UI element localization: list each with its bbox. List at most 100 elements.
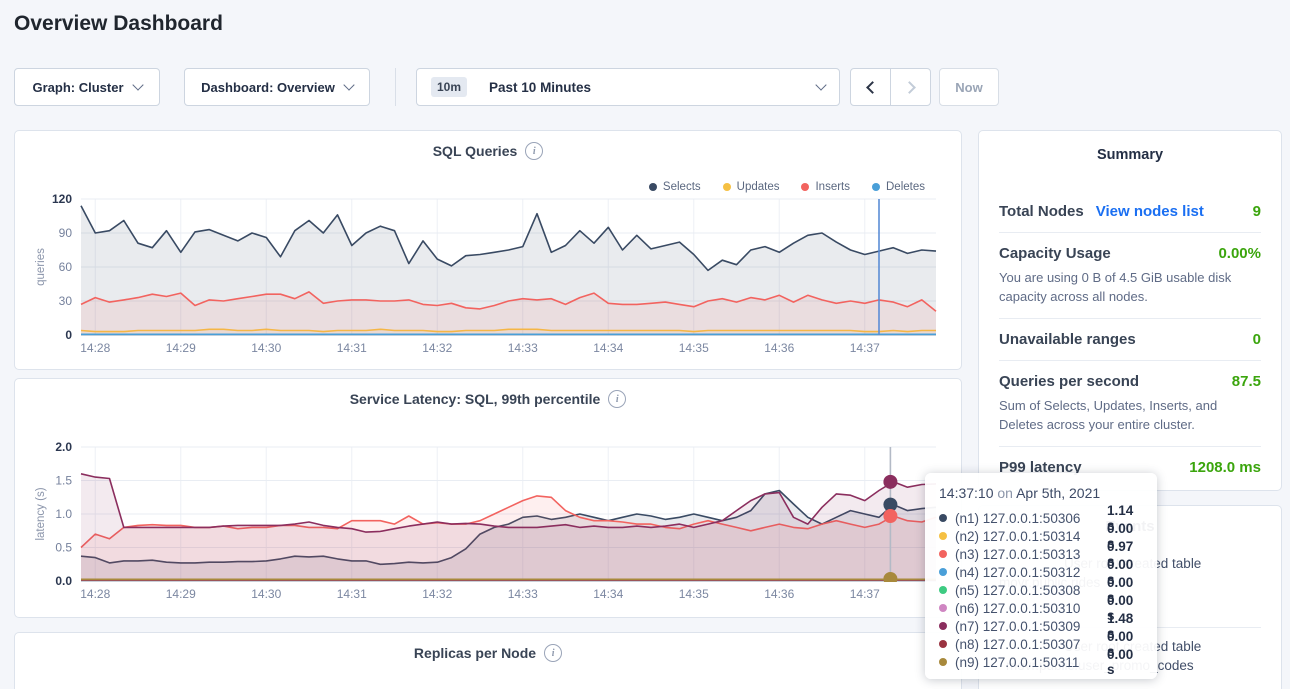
legend-item-updates[interactable]: Updates <box>722 181 780 193</box>
time-range-label: Past 10 Minutes <box>489 79 592 95</box>
service-latency-chart[interactable]: 14:28 14:29 14:30 14:31 14:32 14:33 14:34 14:35… <box>15 379 963 617</box>
tooltip-node-value: 1.14 s <box>1106 503 1134 533</box>
view-nodes-list-link[interactable]: View nodes list <box>1095 203 1204 220</box>
capacity-usage-label: Capacity Usage <box>999 245 1111 262</box>
latency-hover-tooltip: 14:37:10 on Apr 5th, 2021 (n1) 127.0.0.1… <box>925 473 1157 679</box>
graph-dropdown-label: Graph: Cluster <box>32 79 124 95</box>
legend-color-dot <box>648 183 657 191</box>
svg-text:90: 90 <box>59 226 73 240</box>
series-color-dot <box>939 658 947 666</box>
info-icon[interactable]: i <box>525 142 544 160</box>
tooltip-timestamp: 14:37:10 on Apr 5th, 2021 <box>939 485 1101 501</box>
svg-text:30: 30 <box>59 294 73 308</box>
tooltip-node-label: (n9) 127.0.0.1:50311 <box>955 654 1080 670</box>
series-color-dot <box>939 586 947 594</box>
p99-latency-value: 1208.0 ms <box>1189 459 1261 476</box>
chevron-left-icon <box>865 80 879 94</box>
toolbar-divider <box>395 68 396 106</box>
svg-text:14:35: 14:35 <box>679 341 709 355</box>
legend-color-dot <box>872 183 880 191</box>
capacity-usage-value: 0.00% <box>1218 245 1261 262</box>
replicas-per-node-card: Replicas per Node i <box>14 632 962 689</box>
tooltip-node-label: (n3) 127.0.0.1:50313 <box>955 546 1081 562</box>
svg-text:14:29: 14:29 <box>166 587 196 601</box>
svg-text:14:31: 14:31 <box>337 587 367 601</box>
time-forward-button[interactable] <box>891 69 930 105</box>
qps-value: 87.5 <box>1231 373 1261 390</box>
svg-text:14:28: 14:28 <box>80 587 110 601</box>
svg-text:0.0: 0.0 <box>55 574 72 588</box>
sql-queries-legend: Selects Updates Inserts Deletes <box>648 181 925 193</box>
tooltip-row: (n6) 127.0.0.1:50310 0.00 s <box>939 593 1143 623</box>
svg-text:14:37: 14:37 <box>850 341 880 355</box>
tooltip-row: (n2) 127.0.0.1:50314 0.00 s <box>939 521 1143 551</box>
summary-title: Summary <box>1096 147 1164 163</box>
tooltip-node-value: 0.00 s <box>1106 647 1134 677</box>
total-nodes-value: 9 <box>1252 203 1261 220</box>
series-color-dot <box>939 532 947 540</box>
svg-text:0.5: 0.5 <box>55 541 72 555</box>
svg-text:14:30: 14:30 <box>251 341 281 355</box>
tooltip-node-label: (n8) 127.0.0.1:50307 <box>955 636 1081 652</box>
svg-text:0: 0 <box>65 328 72 342</box>
legend-label: Deletes <box>886 181 925 193</box>
tooltip-node-value: 0.97 s <box>1106 539 1134 569</box>
series-color-dot <box>939 514 947 522</box>
tooltip-rows: (n1) 127.0.0.1:50306 1.14 s (n2) 127.0.0.1… <box>939 503 1143 677</box>
tooltip-row: (n8) 127.0.0.1:50307 0.00 s <box>939 629 1143 659</box>
legend-color-dot <box>801 183 810 191</box>
legend-label: Updates <box>736 181 780 193</box>
now-button[interactable]: Now <box>939 68 999 106</box>
time-step-buttons <box>850 68 931 106</box>
legend-color-dot <box>722 183 731 191</box>
graph-dropdown[interactable]: Graph: Cluster <box>14 68 160 106</box>
replicas-per-node-title: Replicas per Node i <box>15 644 961 662</box>
tooltip-node-label: (n6) 127.0.0.1:50310 <box>955 600 1081 616</box>
legend-item-inserts[interactable]: Inserts <box>801 181 850 193</box>
svg-text:120: 120 <box>52 192 72 206</box>
qps-label: Queries per second <box>999 373 1140 390</box>
legend-item-selects[interactable]: Selects <box>648 181 701 193</box>
info-icon[interactable]: i <box>608 390 627 408</box>
sql-queries-chart[interactable]: 14:28 14:29 14:30 14:31 14:32 14:33 14:34 14:35… <box>15 131 963 369</box>
tooltip-node-label: (n4) 127.0.0.1:50312 <box>955 564 1081 580</box>
svg-text:14:29: 14:29 <box>166 341 196 355</box>
svg-text:14:32: 14:32 <box>422 587 452 601</box>
tooltip-node-label: (n1) 127.0.0.1:50306 <box>955 510 1081 526</box>
summary-row-total-nodes: Total Nodes View nodes list 9 <box>999 191 1261 233</box>
series-color-dot <box>939 640 947 648</box>
qps-desc: Sum of Selects, Updates, Inserts, and De… <box>999 398 1218 432</box>
time-range-dropdown[interactable]: 10m Past 10 Minutes <box>416 68 840 106</box>
now-button-label: Now <box>955 79 983 95</box>
p99-latency-label: P99 latency <box>999 459 1082 476</box>
series-color-dot <box>939 550 947 558</box>
dashboard-dropdown-label: Dashboard: Overview <box>201 79 335 95</box>
unavailable-ranges-value: 0 <box>1252 331 1261 348</box>
summary-row-p99: P99 latency 1208.0 ms <box>999 447 1261 488</box>
chevron-down-icon <box>131 79 144 91</box>
dashboard-dropdown[interactable]: Dashboard: Overview <box>184 68 370 106</box>
svg-text:2.0: 2.0 <box>55 440 72 454</box>
sql-queries-card: SQL Queries i Selects Updates Inserts Delet… <box>14 130 962 370</box>
tooltip-node-label: (n5) 127.0.0.1:50308 <box>955 582 1081 598</box>
tooltip-row: (n7) 127.0.0.1:50309 1.48 s <box>939 611 1143 641</box>
legend-label: Inserts <box>815 181 850 193</box>
svg-text:14:36: 14:36 <box>764 341 794 355</box>
summary-row-unavailable: Unavailable ranges 0 <box>999 319 1261 361</box>
svg-text:14:32: 14:32 <box>422 341 452 355</box>
chevron-right-icon <box>902 80 916 94</box>
svg-text:60: 60 <box>59 260 73 274</box>
service-latency-title: Service Latency: SQL, 99th percentile i <box>15 390 961 408</box>
svg-text:14:33: 14:33 <box>508 587 538 601</box>
total-nodes-label: Total Nodes <box>999 203 1084 220</box>
summary-row-capacity: Capacity Usage 0.00% You are using 0 B o… <box>999 233 1261 319</box>
unavailable-ranges-label: Unavailable ranges <box>999 331 1136 348</box>
info-icon[interactable]: i <box>544 644 563 662</box>
svg-text:1.0: 1.0 <box>55 507 72 521</box>
svg-text:1.5: 1.5 <box>55 474 72 488</box>
tooltip-row: (n5) 127.0.0.1:50308 0.00 s <box>939 575 1143 605</box>
svg-text:14:36: 14:36 <box>764 587 794 601</box>
legend-item-deletes[interactable]: Deletes <box>872 181 925 193</box>
time-back-button[interactable] <box>851 69 891 105</box>
